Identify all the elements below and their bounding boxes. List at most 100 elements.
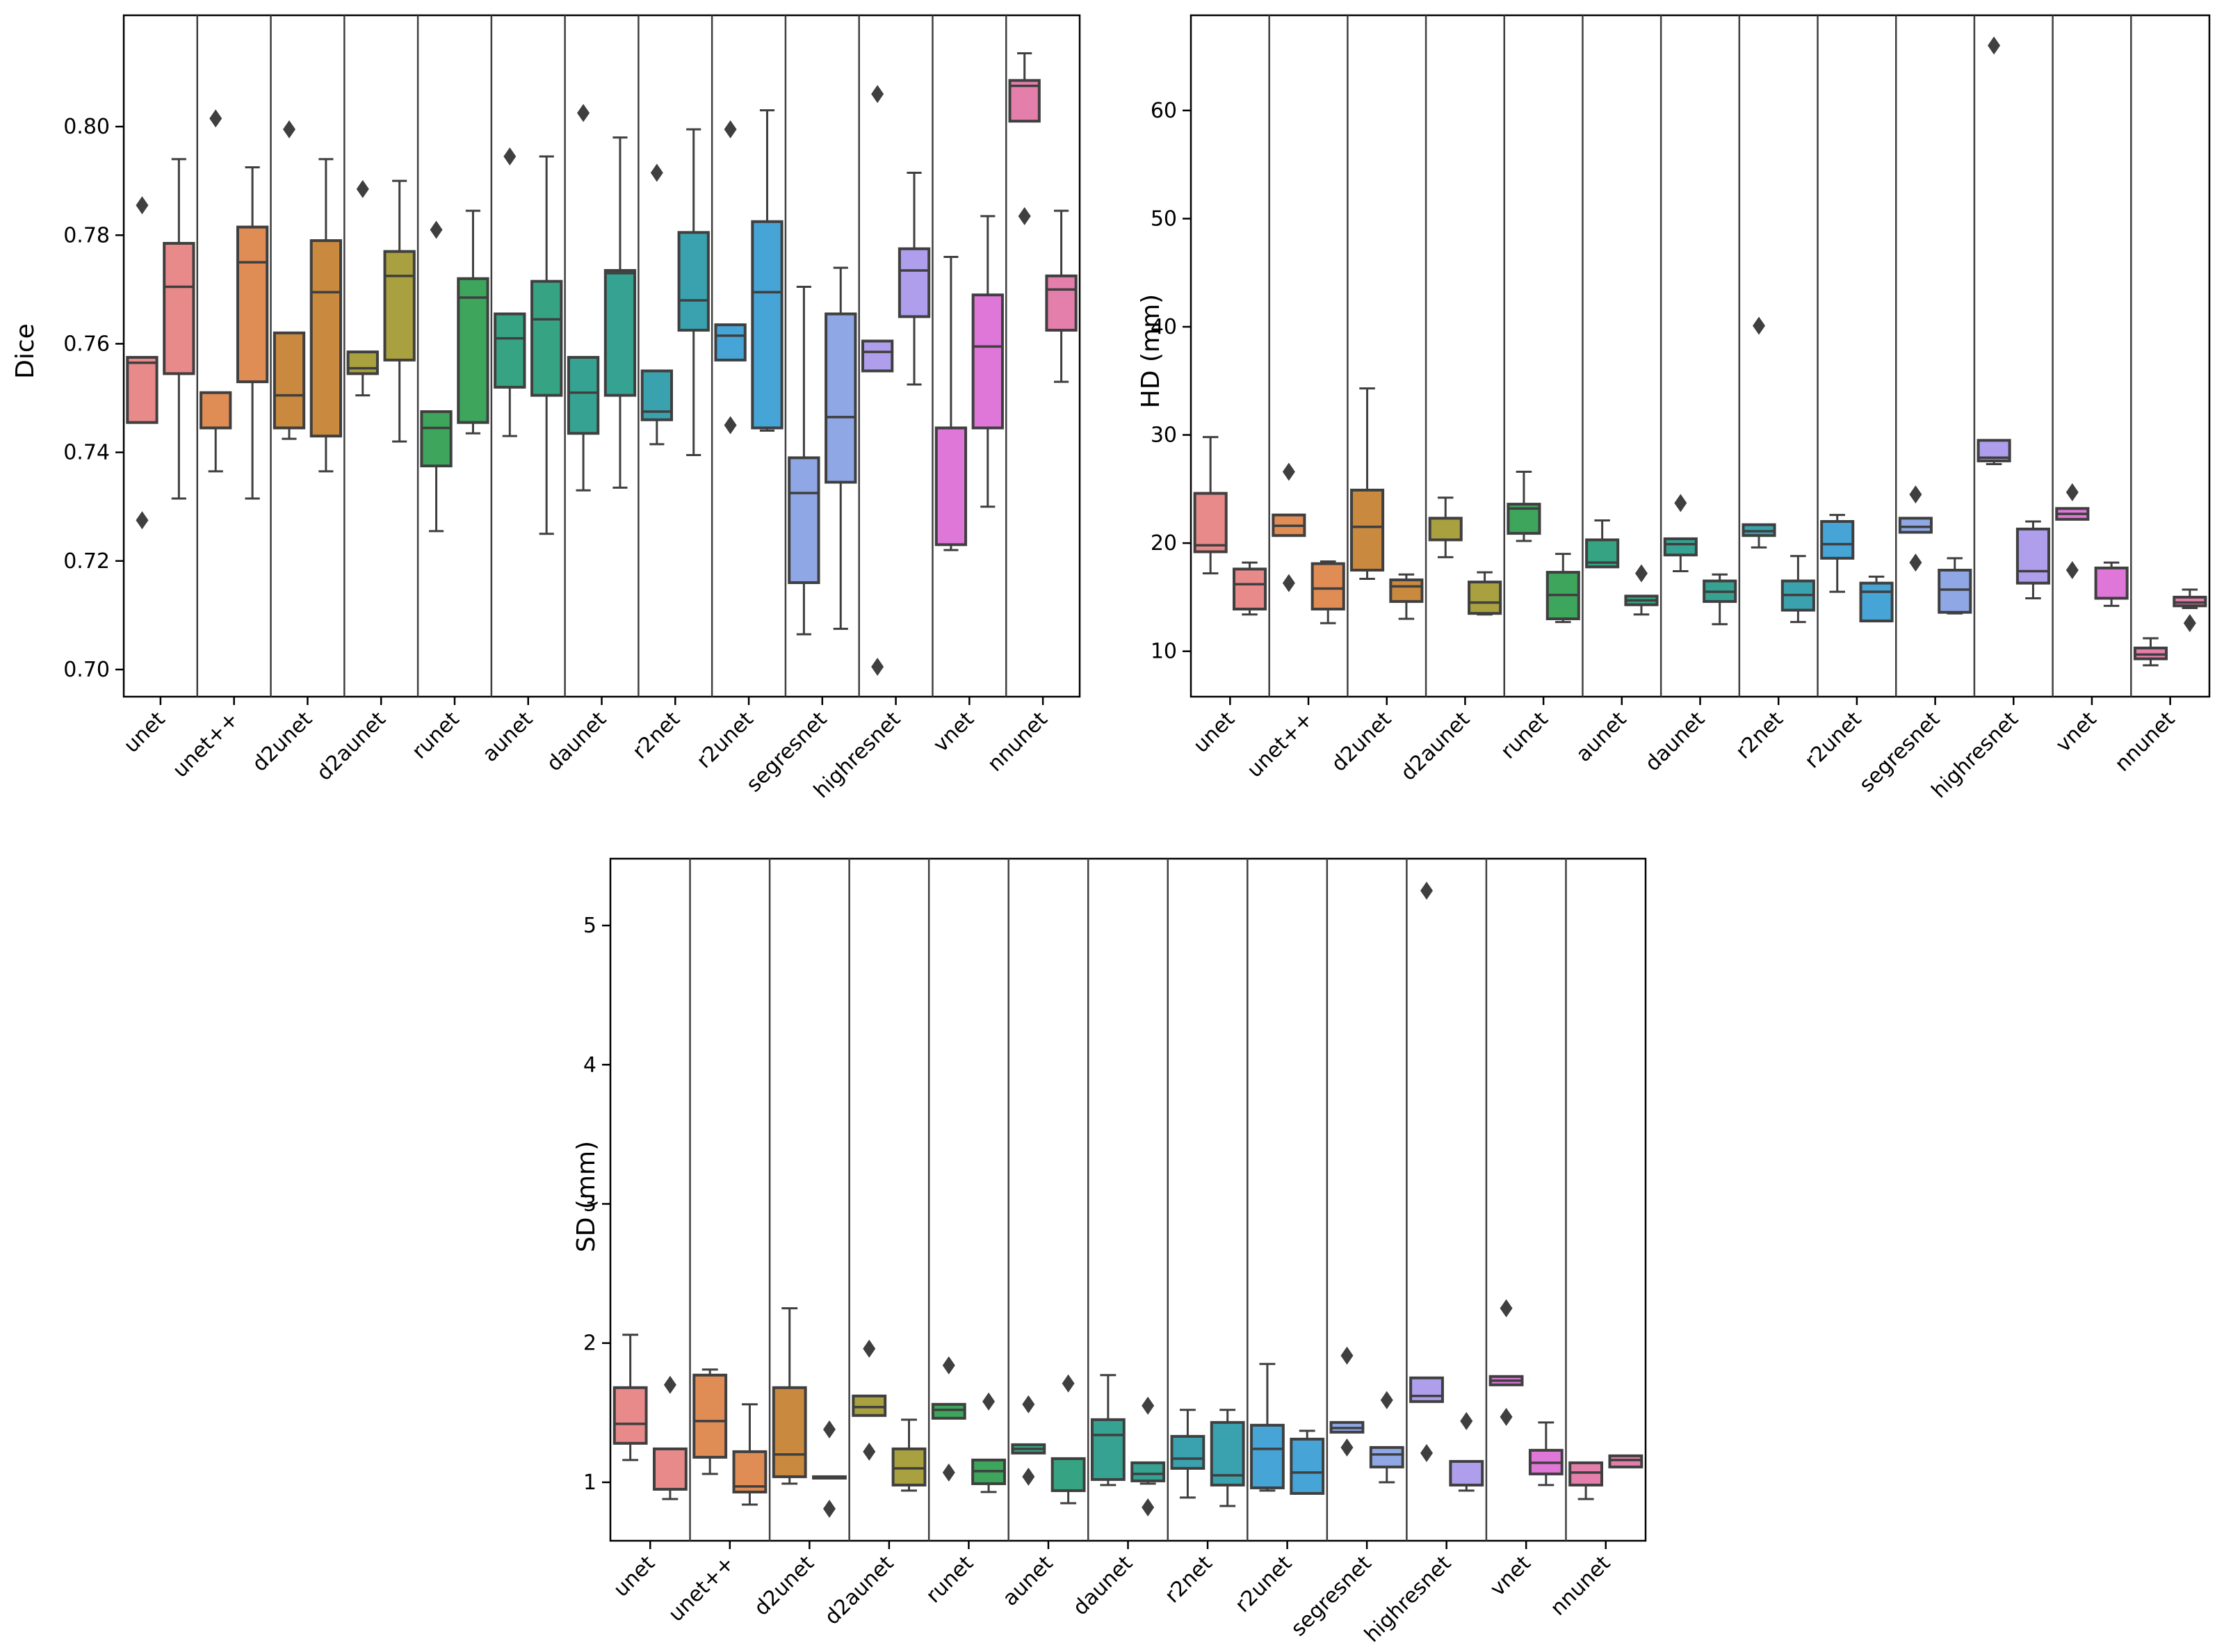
sd-d2unet-box-2-outlier (822, 1499, 836, 1518)
hd-y-tick-label: 50 (1151, 206, 1177, 231)
hd-daunet-box-1-iqr (1663, 537, 1698, 557)
dice-runet-box-2-iqr (457, 277, 489, 424)
dice-vnet-box-1-iqr (934, 426, 968, 546)
sd-r2net-box-1-iqr (1170, 1434, 1206, 1470)
sd-y-axis-title: SD (mm) (572, 1141, 601, 1252)
dice-unet++-box-2-iqr (236, 225, 269, 384)
dice-daunet-box-2-iqr (603, 269, 637, 397)
hd-unet-box-2-iqr (1232, 567, 1267, 611)
hd-vnet-box-1-outlier (2065, 561, 2079, 579)
sd-y-tick-label: 1 (583, 1471, 596, 1495)
sd-aunet-box-1-outlier (1022, 1395, 1035, 1414)
sd-highresnet-box-2-outlier (1460, 1411, 1473, 1430)
sd-y-tick-label: 2 (583, 1331, 596, 1356)
dice-nnunet-box-1-iqr (1008, 79, 1041, 123)
dice-highresnet-box-1-outlier (871, 658, 884, 677)
hd-daunet-box-1-outlier (1674, 494, 1687, 512)
hd-y-tick-label: 10 (1151, 640, 1177, 664)
hd-segresnet-box-1-outlier (1909, 553, 1922, 572)
dice-unet-box-1-outlier (136, 511, 149, 530)
hd-highresnet-box-1-outlier (1988, 36, 2001, 55)
hd-d2aunet-box-2-iqr (1468, 581, 1502, 615)
sd-unet++-box-1-iqr (692, 1373, 728, 1459)
dice-daunet-box-1-iqr (567, 355, 600, 435)
dice-y-tick-label: 0.78 (63, 223, 110, 248)
dice-r2unet-box-1-outlier (724, 120, 737, 138)
dice-highresnet-box-1-iqr (861, 339, 894, 373)
dice-d2unet-box-1-iqr (273, 331, 306, 430)
dice-highresnet-box-2-iqr (898, 247, 931, 318)
sd-nnunet-box-1-iqr (1568, 1461, 1604, 1487)
sd-unet-box-2-iqr (652, 1447, 688, 1491)
dice-r2unet-box-1-outlier (724, 416, 737, 435)
hd-segresnet-box-1-iqr (1898, 517, 1933, 534)
dice-nnunet-box-1-outlier (1018, 206, 1031, 225)
dice-runet-box-1-iqr (420, 410, 453, 468)
sd-runet-box-2-outlier (982, 1392, 996, 1411)
dice-nnunet-box-2-iqr (1045, 274, 1078, 332)
dice-unet++-box-1-outlier (209, 109, 222, 128)
dice-r2net-box-1-outlier (650, 163, 663, 182)
dice-r2unet-box-2-iqr (751, 220, 784, 430)
sd-y-tick-label: 5 (583, 914, 596, 938)
hd-vnet-box-1-outlier (2065, 483, 2079, 501)
sd-d2unet-box-2-outlier (822, 1420, 836, 1439)
dice-d2aunet-box-1-outlier (356, 179, 369, 198)
sd-y-tick-label: 3 (583, 1192, 596, 1217)
hd-unet++-box-1-outlier (1282, 462, 1295, 481)
hd-r2unet-box-2-iqr (1859, 581, 1894, 623)
sd-nnunet-box-2-iqr (1608, 1454, 1643, 1468)
hd-unet++-box-2-iqr (1310, 562, 1345, 611)
sd-highresnet-box-1-iqr (1409, 1376, 1444, 1403)
sd-y-tick-label: 4 (583, 1053, 596, 1077)
sd-r2unet-box-2-iqr (1290, 1437, 1325, 1495)
dice-d2aunet-box-2-iqr (383, 250, 416, 362)
hd-y-tick-label: 40 (1151, 315, 1177, 339)
sd-segresnet-box-2-outlier (1380, 1391, 1393, 1409)
dice-unet-box-1-iqr (126, 355, 159, 424)
sd-daunet-box-2-outlier (1142, 1396, 1155, 1415)
dice-aunet-box-1-outlier (503, 147, 517, 166)
sd-unet-box-2-outlier (663, 1375, 676, 1394)
hd-segresnet-box-2-iqr (1938, 569, 1972, 614)
sd-daunet-box-2-iqr (1130, 1461, 1166, 1482)
dice-unet-box-1-outlier (136, 196, 149, 215)
dice-y-tick-label: 0.80 (63, 115, 110, 139)
sd-runet-box-1-outlier (942, 1463, 955, 1482)
sd-vnet-box-1-outlier (1500, 1407, 1513, 1426)
dice-d2unet-box-1-outlier (282, 120, 295, 138)
dice-y-axis-title: Dice (11, 323, 40, 379)
hd-vnet-box-2-iqr (2094, 566, 2129, 600)
hd-unet++-box-1-outlier (1282, 574, 1295, 592)
sd-segresnet-box-1-outlier (1340, 1346, 1354, 1365)
hd-aunet-box-2-outlier (1634, 564, 1648, 583)
sd-runet-box-1-outlier (942, 1356, 955, 1375)
sd-aunet-box-1-outlier (1022, 1467, 1035, 1486)
dice-runet-box-1-outlier (430, 220, 443, 239)
sd-highresnet-box-2-iqr (1449, 1459, 1484, 1487)
dice-y-tick-label: 0.70 (63, 658, 110, 682)
sd-segresnet-box-2-iqr (1369, 1446, 1404, 1468)
sd-d2aunet-box-1-outlier (863, 1442, 876, 1461)
hd-d2unet-box-2-iqr (1389, 578, 1424, 604)
dice-aunet-box-2-iqr (530, 280, 563, 397)
sd-daunet-box-2-outlier (1142, 1498, 1155, 1516)
dice-segresnet-box-2-iqr (825, 312, 857, 484)
dice-highresnet-box-1-outlier (871, 85, 884, 104)
dice-y-tick-label: 0.74 (63, 441, 110, 465)
dice-unet-box-2-iqr (163, 241, 195, 375)
sd-highresnet-box-1-outlier (1420, 1443, 1434, 1462)
dice-d2aunet-box-1-iqr (346, 350, 379, 375)
dice-r2unet-box-1-iqr (714, 323, 747, 362)
dice-aunet-box-1-iqr (494, 312, 526, 389)
sd-vnet-box-1-outlier (1500, 1299, 1513, 1318)
hd-unet-box-1-iqr (1193, 492, 1228, 553)
sd-aunet-box-2-iqr (1050, 1457, 1086, 1492)
hd-y-axis-title: HD (mm) (1137, 294, 1165, 408)
sd-segresnet-box-1-outlier (1340, 1438, 1354, 1457)
sd-d2aunet-box-1-outlier (863, 1339, 876, 1358)
hd-d2aunet-box-1-iqr (1428, 517, 1463, 542)
